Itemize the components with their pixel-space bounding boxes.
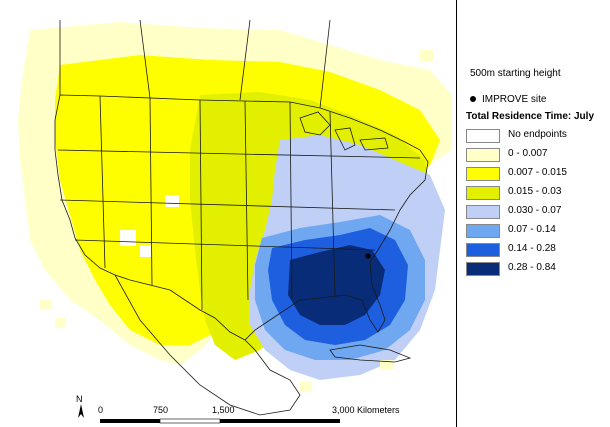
legend-item: 0.007 - 0.015 xyxy=(466,166,606,182)
legend-label: 0.14 - 0.28 xyxy=(508,243,556,254)
map-legend-divider xyxy=(456,0,457,427)
scale-tick-1: 750 xyxy=(153,405,168,415)
legend-swatch xyxy=(466,224,500,238)
site-dot-icon xyxy=(365,253,371,259)
legend-label: 0.030 - 0.07 xyxy=(508,205,562,216)
legend-panel: 500m starting height IMPROVE site Total … xyxy=(460,0,610,427)
legend-swatch xyxy=(466,262,500,276)
north-arrow-icon xyxy=(78,404,84,418)
legend-item: 0.28 - 0.84 xyxy=(466,261,606,277)
legend-label: 0 - 0.007 xyxy=(508,148,548,159)
zone-0.28-0.84 xyxy=(288,245,385,325)
site-dot-icon xyxy=(470,96,476,103)
legend-item: No endpoints xyxy=(466,128,606,144)
legend-item: 0.015 - 0.03 xyxy=(466,185,606,201)
legend-item: 0.14 - 0.28 xyxy=(466,242,606,258)
scale-tick-3: 3,000 Kilometers xyxy=(332,405,400,415)
legend-swatch xyxy=(466,167,500,181)
legend-item: 0.030 - 0.07 xyxy=(466,204,606,220)
legend-label: 0.07 - 0.14 xyxy=(508,224,556,235)
north-label: N xyxy=(76,394,83,404)
legend-item: 0.07 - 0.14 xyxy=(466,223,606,239)
legend-swatch xyxy=(466,243,500,257)
legend-swatch xyxy=(466,205,500,219)
legend-site-row: IMPROVE site xyxy=(470,94,546,105)
legend-subtitle: 500m starting height xyxy=(470,68,561,79)
legend-swatch xyxy=(466,148,500,162)
legend-label: No endpoints xyxy=(508,129,567,140)
residence-time-map: N 0 750 1,500 3,000 Kilometers xyxy=(18,19,452,424)
scale-tick-0: 0 xyxy=(98,405,103,415)
legend-swatch xyxy=(466,186,500,200)
legend-swatch xyxy=(466,129,500,143)
legend-title: Total Residence Time: July xyxy=(466,111,595,122)
legend-site-label: IMPROVE site xyxy=(482,94,547,105)
legend-item: 0 - 0.007 xyxy=(466,147,606,163)
legend-label: 0.28 - 0.84 xyxy=(508,262,556,273)
legend-label: 0.015 - 0.03 xyxy=(508,186,562,197)
scale-bar xyxy=(100,418,340,424)
legend-label: 0.007 - 0.015 xyxy=(508,167,567,178)
scale-tick-2: 1,500 xyxy=(212,405,235,415)
